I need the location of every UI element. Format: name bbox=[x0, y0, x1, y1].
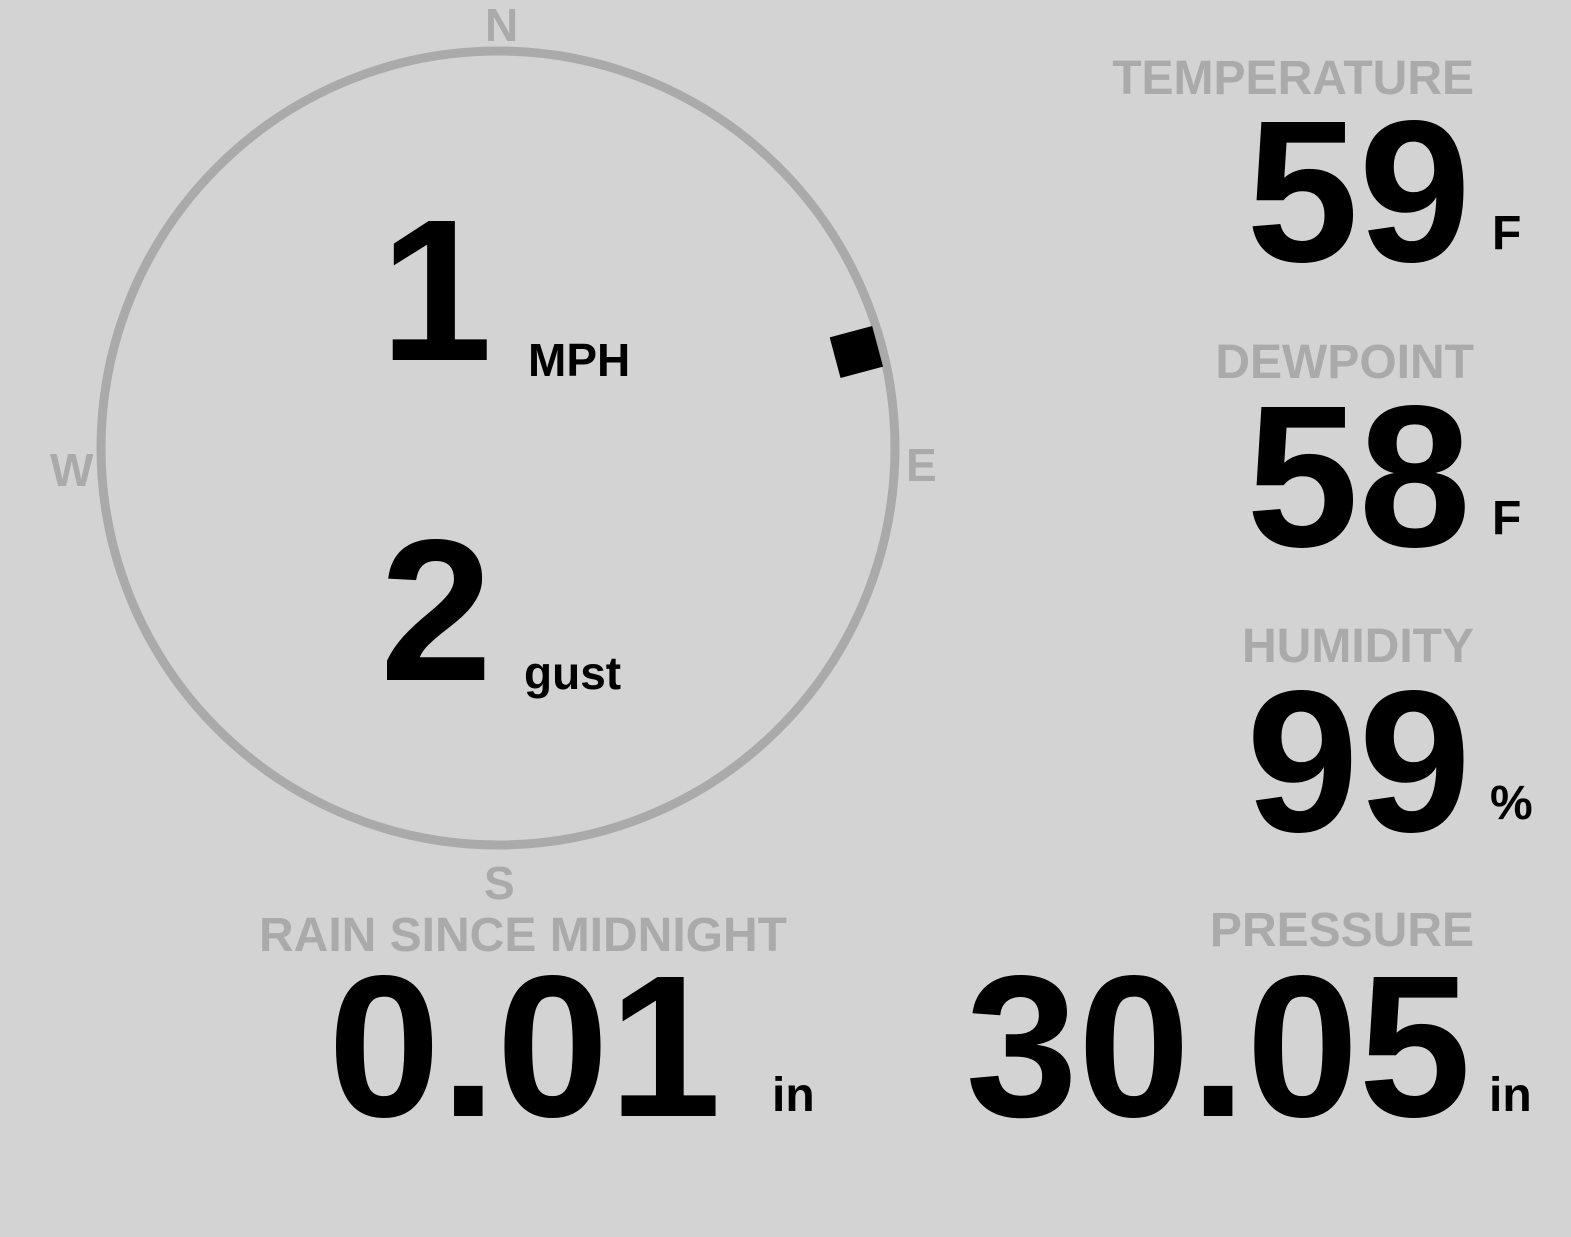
dewpoint-label: DEWPOINT bbox=[1215, 336, 1474, 389]
compass-south: S bbox=[484, 857, 515, 909]
rain-value: 0.01 bbox=[328, 933, 722, 1159]
wind-gust-value: 2 bbox=[380, 497, 493, 723]
pressure-label: PRESSURE bbox=[1209, 904, 1474, 957]
temperature-value: 59 bbox=[1246, 78, 1471, 304]
pressure-unit: in bbox=[1489, 1069, 1532, 1122]
humidity-label: HUMIDITY bbox=[1242, 620, 1474, 673]
wind-gust-unit: gust bbox=[524, 647, 622, 699]
rain-label: RAIN SINCE MIDNIGHT bbox=[259, 909, 787, 962]
compass-west: W bbox=[50, 444, 94, 496]
dewpoint-value: 58 bbox=[1246, 363, 1471, 589]
compass-ring bbox=[96, 46, 900, 850]
humidity-unit: % bbox=[1490, 777, 1533, 830]
humidity-value: 99 bbox=[1246, 648, 1471, 874]
temperature-label: TEMPERATURE bbox=[1112, 52, 1474, 105]
compass-east: E bbox=[906, 439, 937, 491]
temperature-unit: F bbox=[1492, 207, 1522, 260]
compass-north: N bbox=[485, 0, 519, 51]
wind-speed-value: 1 bbox=[380, 177, 493, 403]
wind-direction-marker bbox=[829, 325, 884, 378]
wind-speed-unit: MPH bbox=[528, 334, 631, 386]
rain-unit: in bbox=[772, 1069, 815, 1122]
dewpoint-unit: F bbox=[1492, 492, 1522, 545]
pressure-value: 30.05 bbox=[965, 933, 1472, 1159]
